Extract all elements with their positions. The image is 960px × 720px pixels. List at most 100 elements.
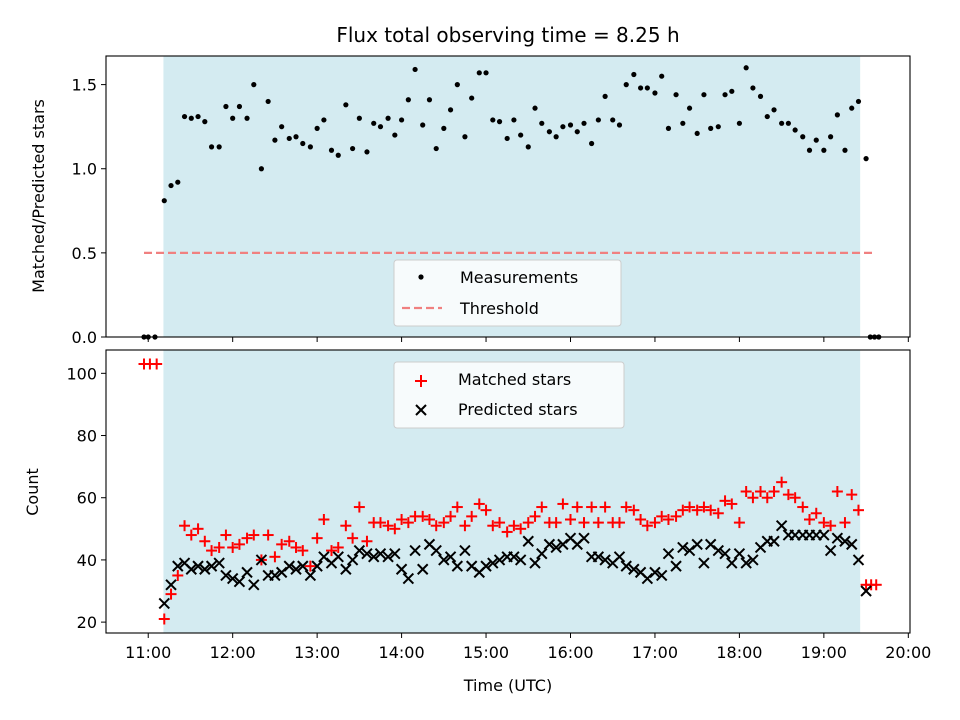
matched-star-point — [522, 517, 534, 529]
matched-star-point — [825, 520, 837, 532]
matched-star-point — [628, 504, 640, 516]
measurement-point — [286, 135, 292, 142]
predicted-star-point — [529, 557, 541, 569]
matched-star-point — [290, 541, 302, 553]
top-axes: 0.0 0.5 1.0 1.5 — [72, 55, 911, 347]
predicted-star-point — [691, 538, 703, 551]
measurement-point — [574, 129, 580, 135]
matched-star-point — [248, 529, 260, 541]
x-tick-label: 11:00 — [125, 643, 171, 662]
x-tick-label: 20:00 — [885, 643, 931, 662]
predicted-star-point — [361, 547, 373, 560]
matched-star-point — [536, 501, 548, 513]
measurement-point — [223, 103, 229, 110]
predicted-star-point — [578, 532, 590, 544]
measurement-point — [722, 92, 728, 98]
measurement-point — [426, 97, 433, 103]
matched-star-point — [691, 504, 703, 516]
predicted-star-point — [283, 560, 295, 572]
measurement-point — [623, 82, 629, 88]
matched-star-point — [402, 517, 414, 529]
predicted-star-point — [241, 566, 253, 579]
matched-star-point — [508, 520, 520, 532]
measurement-point — [412, 66, 418, 73]
measurement-point — [644, 85, 650, 91]
matched-star-point — [487, 520, 499, 532]
matched-star-point — [459, 520, 471, 532]
predicted-star-point — [226, 572, 239, 585]
bottom-y-tick-label: 100 — [66, 364, 97, 383]
predicted-star-point — [340, 563, 352, 575]
measurement-point — [764, 113, 770, 120]
matched-star-point — [332, 541, 344, 553]
predicted-star-point — [332, 551, 344, 563]
matched-star-point — [374, 517, 386, 529]
predicted-star-point — [768, 535, 780, 547]
measurement-point — [602, 93, 608, 99]
matched-star-point — [804, 513, 815, 525]
legend-predicted-label: Predicted stars — [458, 400, 578, 419]
measurement-point — [469, 95, 475, 101]
predicted-star-point — [775, 520, 788, 532]
measurement-point — [272, 137, 278, 143]
predicted-star-point — [158, 597, 170, 610]
measurement-point — [265, 98, 271, 105]
bottom-panel: 20 40 60 80 100 11:00 12:00 13:00 14:00 15:00 16:0… — [23, 349, 931, 695]
measurement-point — [546, 129, 552, 135]
matched-star-point — [158, 613, 170, 625]
matched-star-point — [592, 517, 604, 529]
matched-star-point — [761, 492, 773, 504]
matched-star-point — [227, 541, 239, 553]
measurement-point — [637, 85, 644, 91]
matched-star-point — [192, 523, 204, 535]
predicted-star-point — [613, 551, 626, 563]
measurement-point — [175, 179, 181, 185]
predicted-star-point — [831, 532, 844, 544]
predicted-star-point — [430, 544, 442, 557]
matched-star-point — [698, 501, 710, 513]
x-tick-label: 15:00 — [463, 643, 509, 662]
measurement-point — [258, 166, 264, 172]
measurement-point — [665, 125, 672, 131]
measurement-point — [441, 125, 447, 131]
matched-star-point — [677, 504, 689, 516]
measurement-point — [532, 105, 538, 111]
matched-star-point — [165, 588, 177, 600]
predicted-star-point — [353, 544, 366, 557]
predicted-star-point — [311, 560, 323, 572]
bottom-y-tick-label: 80 — [77, 427, 97, 446]
top-y-axis-label: Matched/Predicted stars — [29, 99, 48, 293]
matched-star-point — [501, 526, 513, 538]
measurement-point — [616, 122, 623, 128]
measurement-point — [328, 147, 335, 153]
measurement-point — [300, 140, 306, 147]
matched-star-point — [768, 486, 780, 497]
measurement-point — [483, 70, 489, 76]
matched-star-point — [353, 501, 365, 513]
measurement-point — [161, 198, 167, 204]
matched-star-point — [451, 501, 463, 513]
measurement-point — [476, 70, 482, 76]
predicted-star-point — [740, 557, 752, 569]
matched-star-point — [846, 489, 858, 501]
predicted-star-point — [493, 554, 506, 566]
matched-star-point — [276, 538, 288, 550]
predicted-star-point — [346, 554, 359, 566]
matched-star-point — [233, 538, 245, 550]
predicted-star-point — [670, 560, 682, 572]
x-tick-label: 14:00 — [379, 643, 425, 662]
predicted-star-point — [402, 572, 415, 585]
predicted-star-point — [487, 557, 499, 569]
matched-star-point — [241, 532, 253, 544]
matched-star-point — [755, 486, 767, 497]
predicted-star-point — [297, 560, 309, 572]
predicted-star-point — [438, 554, 450, 566]
predicted-star-point — [233, 575, 246, 588]
measurement-point — [779, 120, 785, 126]
bottom-y-tick-label: 60 — [77, 489, 97, 508]
matched-star-point — [172, 569, 184, 581]
matched-star-point — [586, 501, 598, 513]
matched-star-point — [571, 501, 583, 513]
predicted-star-point — [852, 554, 865, 566]
matched-star-point — [818, 517, 830, 529]
